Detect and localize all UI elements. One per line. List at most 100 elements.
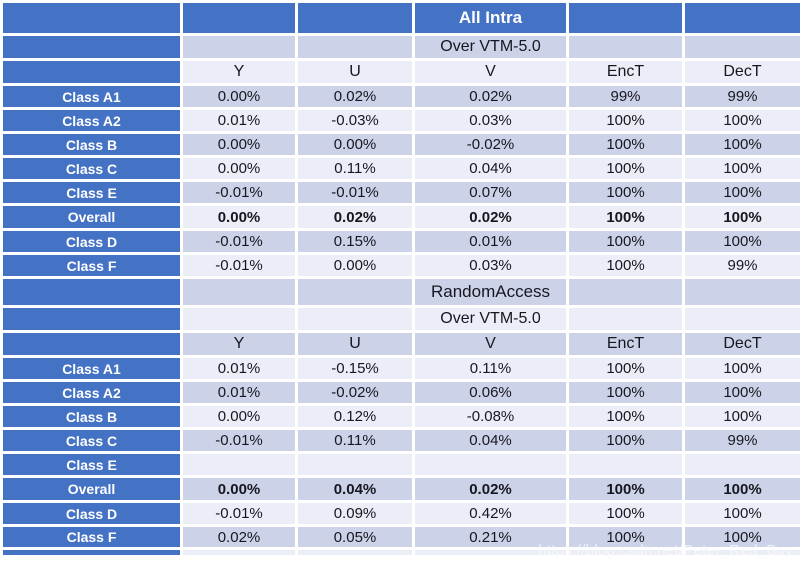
cell: 99% <box>685 255 800 276</box>
table-row-class-a2: Class A2 0.01% -0.03% 0.03% 100% 100% <box>3 110 800 131</box>
label-spacer-cell <box>3 61 180 83</box>
cell: 0.09% <box>298 503 412 524</box>
table-row-overall: Overall 0.00% 0.04% 0.02% 100% 100% <box>3 478 800 500</box>
label-spacer-cell <box>3 36 180 58</box>
spacer-cell <box>569 279 682 305</box>
cell: 100% <box>569 182 682 203</box>
spacer-cell <box>183 308 295 330</box>
column-header-u: U <box>298 333 412 355</box>
section1-title: All Intra <box>415 3 566 33</box>
cell: -0.01% <box>298 182 412 203</box>
row-label: Class E <box>3 454 180 475</box>
cell: 0.01% <box>183 382 295 403</box>
cell <box>685 454 800 475</box>
column-header-v: V <box>415 333 566 355</box>
cell: -0.03% <box>298 110 412 131</box>
table-row-class-a2: Class A2 0.01% -0.02% 0.06% 100% 100% <box>3 382 800 403</box>
cell: 100% <box>685 406 800 427</box>
cell: -0.01% <box>183 231 295 252</box>
cell: 99% <box>685 86 800 107</box>
spacer-cell <box>685 279 800 305</box>
section2-title-row: RandomAccess <box>3 279 800 305</box>
row-label: Overall <box>3 206 180 228</box>
table-row-class-c: Class C 0.00% 0.11% 0.04% 100% 100% <box>3 158 800 179</box>
cell: 99% <box>685 430 800 451</box>
cell: 100% <box>569 382 682 403</box>
cell: 0.15% <box>298 231 412 252</box>
section1-title-row: All Intra <box>3 3 800 33</box>
row-label: Overall <box>3 478 180 500</box>
spacer-cell <box>183 36 295 58</box>
cell: 0.00% <box>183 206 295 228</box>
cell: 100% <box>569 231 682 252</box>
spacer-cell <box>298 308 412 330</box>
spacer-cell <box>183 550 295 555</box>
table-row-class-c: Class C -0.01% 0.11% 0.04% 100% 99% <box>3 430 800 451</box>
spacer-cell <box>685 550 800 555</box>
cell: -0.01% <box>183 182 295 203</box>
cell: 0.01% <box>183 358 295 379</box>
spacer-cell <box>298 3 412 33</box>
cell: 100% <box>569 255 682 276</box>
cell: 0.11% <box>415 358 566 379</box>
spacer-cell <box>685 3 800 33</box>
row-label: Class D <box>3 231 180 252</box>
column-header-y: Y <box>183 61 295 83</box>
cell: 0.21% <box>415 527 566 547</box>
cell: 100% <box>569 527 682 547</box>
cell: 0.04% <box>298 478 412 500</box>
column-header-v: V <box>415 61 566 83</box>
cell: 100% <box>569 406 682 427</box>
label-spacer-cell <box>3 550 180 555</box>
cell: 0.11% <box>298 430 412 451</box>
cell: 100% <box>685 527 800 547</box>
spacer-cell <box>685 308 800 330</box>
cell: 0.00% <box>183 86 295 107</box>
table-row-class-b: Class B 0.00% 0.00% -0.02% 100% 100% <box>3 134 800 155</box>
cell: 100% <box>685 134 800 155</box>
section2-subtitle-row: Over VTM-5.0 <box>3 308 800 330</box>
cell: 100% <box>569 134 682 155</box>
cell: 0.02% <box>415 478 566 500</box>
section2-subtitle: Over VTM-5.0 <box>415 308 566 330</box>
spacer-cell <box>3 3 180 33</box>
cell: -0.02% <box>415 134 566 155</box>
column-header-y: Y <box>183 333 295 355</box>
section2-title: RandomAccess <box>415 279 566 305</box>
table-row-class-d: Class D -0.01% 0.15% 0.01% 100% 100% <box>3 231 800 252</box>
cell: -0.01% <box>183 430 295 451</box>
spacer-cell <box>569 550 682 555</box>
cell: -0.02% <box>298 382 412 403</box>
cell <box>415 454 566 475</box>
row-label: Class C <box>3 430 180 451</box>
spacer-cell <box>298 279 412 305</box>
row-label: Class A2 <box>3 382 180 403</box>
section1-subtitle: Over VTM-5.0 <box>415 36 566 58</box>
cell: 0.02% <box>415 86 566 107</box>
cell: 0.06% <box>415 382 566 403</box>
column-header-enct: EncT <box>569 61 682 83</box>
cell: -0.01% <box>183 255 295 276</box>
row-label: Class A1 <box>3 358 180 379</box>
cell: 100% <box>685 503 800 524</box>
spacer-cell <box>415 550 566 555</box>
cell: 0.00% <box>183 158 295 179</box>
cell: 0.02% <box>298 206 412 228</box>
cell: 100% <box>685 158 800 179</box>
spacer-cell <box>569 3 682 33</box>
cell: 0.04% <box>415 430 566 451</box>
table-row-class-f: Class F 0.02% 0.05% 0.21% 100% 100% <box>3 527 800 547</box>
table-row-class-e: Class E <box>3 454 800 475</box>
cell: -0.08% <box>415 406 566 427</box>
table-row-class-d: Class D -0.01% 0.09% 0.42% 100% 100% <box>3 503 800 524</box>
section1-column-header-row: Y U V EncT DecT <box>3 61 800 83</box>
spacer-cell <box>183 279 295 305</box>
label-spacer-cell <box>3 333 180 355</box>
cell <box>183 454 295 475</box>
cell: -0.01% <box>183 503 295 524</box>
row-label: Class B <box>3 134 180 155</box>
cell: 0.01% <box>183 110 295 131</box>
cell: 0.04% <box>415 158 566 179</box>
cell: 100% <box>569 430 682 451</box>
